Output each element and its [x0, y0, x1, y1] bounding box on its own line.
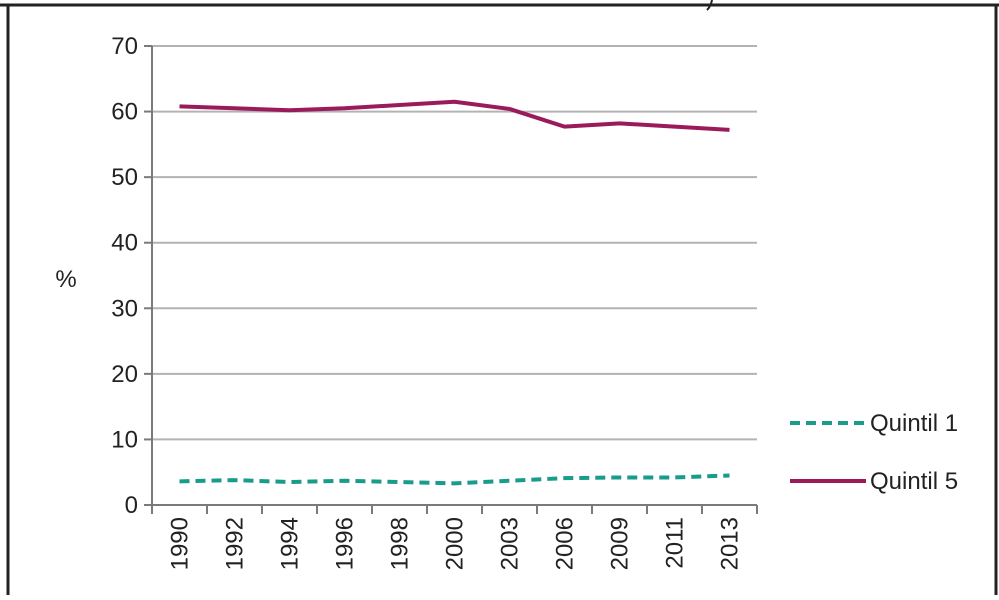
x-tick-label: 1996 — [332, 517, 359, 570]
x-tick-label: 2006 — [552, 517, 579, 570]
y-axis-label: % — [55, 266, 76, 293]
legend: Quintil 1 Quintil 5 — [790, 410, 958, 495]
y-tick-label: 70 — [111, 33, 138, 60]
x-tick-label: 2009 — [607, 517, 634, 570]
x-tick-label: 1992 — [222, 517, 249, 570]
series-line-quintil-5 — [179, 99, 730, 132]
x-tick-label: 2011 — [662, 517, 689, 569]
grid-lines — [152, 45, 757, 441]
series-lines — [179, 99, 730, 486]
y-tick-label: 0 — [125, 492, 138, 519]
cropped-title-fragment — [706, 0, 713, 11]
y-tick-label: 50 — [111, 164, 138, 191]
y-tick-label: 40 — [111, 230, 138, 257]
y-tick-label: 10 — [111, 426, 138, 453]
y-tick-labels: 0 10 20 30 40 50 60 70 — [111, 33, 153, 519]
x-tick-label: 1994 — [277, 517, 304, 570]
x-tick-label: 1990 — [167, 517, 194, 570]
series-line-quintil-1 — [179, 473, 730, 486]
x-tick-label: 2013 — [717, 517, 744, 570]
legend-label-quintil-1: Quintil 1 — [870, 410, 958, 437]
y-tick-label: 30 — [111, 295, 138, 322]
x-tick-label: 2003 — [497, 517, 524, 570]
y-tick-label: 60 — [111, 99, 138, 126]
legend-label-quintil-5: Quintil 5 — [870, 468, 958, 495]
x-tick-label: 1998 — [387, 517, 414, 570]
y-tick-label: 20 — [111, 361, 138, 388]
x-tick-label: 2000 — [442, 517, 469, 570]
x-axis: 1990 1992 1994 1996 1998 2000 2003 2006 2009 2011… — [151, 504, 758, 570]
